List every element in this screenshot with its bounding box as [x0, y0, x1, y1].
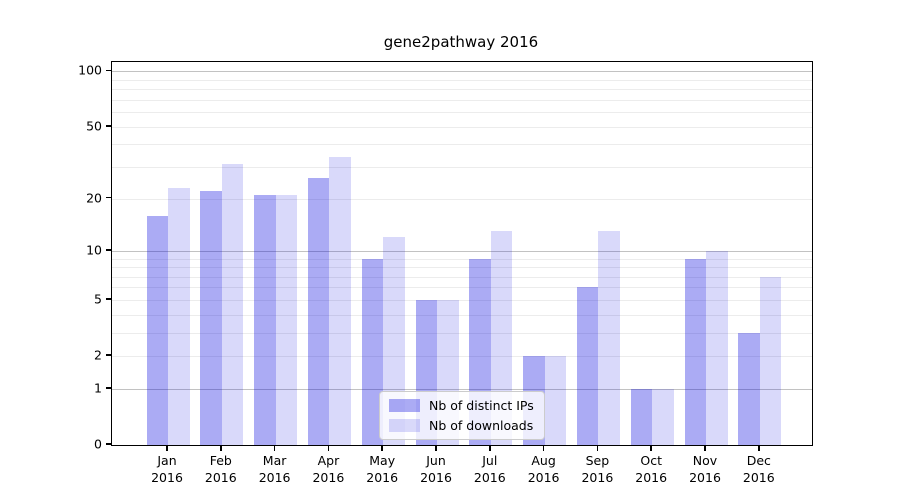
- minor-gridline: [112, 356, 812, 358]
- y-tick-mark: [106, 298, 111, 300]
- x-tick-mark: [381, 446, 383, 451]
- x-tick-mark: [435, 446, 437, 451]
- legend-label-downloads: Nb of downloads: [429, 418, 534, 433]
- bar-distinct-ips-dec: [738, 332, 760, 445]
- minor-gridline: [112, 332, 812, 334]
- x-tick-label: Aug 2016: [527, 453, 560, 485]
- bar-downloads-sep: [598, 231, 620, 445]
- y-tick-label: 100: [78, 62, 102, 78]
- x-tick-mark: [220, 446, 222, 451]
- minor-gridline: [112, 89, 812, 91]
- minor-gridline: [112, 99, 812, 101]
- x-tick-mark: [542, 446, 545, 451]
- x-tick-label: Jan 2016: [151, 453, 183, 485]
- legend-item-downloads: Nb of downloads: [389, 418, 534, 433]
- y-tick-mark: [106, 443, 111, 445]
- bar-downloads-oct: [652, 388, 674, 445]
- x-tick-label: May 2016: [366, 453, 399, 485]
- y-tick-label: 20: [86, 190, 102, 206]
- minor-gridline: [112, 167, 812, 168]
- minor-gridline: [112, 144, 812, 146]
- bar-distinct-ips-oct: [630, 388, 653, 445]
- bar-distinct-ips-mar: [254, 194, 276, 445]
- bar-downloads-mar: [275, 194, 298, 445]
- chart-title: gene2pathway 2016: [383, 33, 539, 51]
- minor-gridline: [112, 314, 812, 316]
- minor-gridline: [112, 112, 812, 114]
- bar-downloads-jan: [168, 187, 190, 445]
- legend: Nb of distinct IPs Nb of downloads: [379, 391, 545, 440]
- minor-gridline: [112, 287, 812, 289]
- x-tick-mark: [704, 446, 706, 451]
- plot-area: Nb of distinct IPs Nb of downloads: [111, 61, 813, 446]
- bar-distinct-ips-apr: [307, 178, 330, 445]
- bar-distinct-ips-feb: [200, 191, 222, 445]
- x-tick-mark: [273, 446, 276, 451]
- y-tick-label: 1: [94, 380, 102, 396]
- legend-swatch-distinct-ips: [389, 399, 420, 412]
- x-tick-label: Jul 2016: [473, 453, 506, 485]
- bar-distinct-ips-nov: [684, 258, 706, 445]
- legend-swatch-downloads: [389, 419, 420, 432]
- bar-downloads-dec: [759, 276, 782, 445]
- minor-gridline: [112, 258, 812, 260]
- x-tick-label: Sep 2016: [581, 453, 614, 485]
- y-tick-mark: [106, 124, 111, 127]
- minor-gridline: [112, 198, 812, 200]
- bar-downloads-apr: [329, 157, 351, 445]
- major-gridline: [112, 250, 812, 252]
- y-tick-label: 10: [86, 242, 102, 258]
- x-tick-mark: [489, 446, 491, 451]
- bar-downloads-feb: [221, 164, 244, 445]
- bar-distinct-ips-sep: [576, 287, 599, 445]
- y-tick-mark: [106, 249, 111, 251]
- x-tick-label: Nov 2016: [689, 453, 721, 485]
- major-gridline: [112, 71, 812, 73]
- x-tick-mark: [166, 446, 168, 451]
- minor-gridline: [112, 267, 812, 269]
- x-tick-label: Oct 2016: [635, 453, 668, 485]
- x-tick-mark: [758, 446, 760, 451]
- minor-gridline: [112, 299, 812, 301]
- x-tick-label: Dec 2016: [742, 453, 775, 485]
- y-tick-mark: [106, 387, 111, 389]
- bar-distinct-ips-jan: [146, 215, 168, 445]
- minor-gridline: [112, 79, 812, 81]
- y-tick-mark: [106, 69, 111, 72]
- y-tick-mark: [106, 196, 111, 199]
- x-tick-label: Apr 2016: [312, 453, 345, 485]
- x-tick-mark: [596, 446, 599, 451]
- minor-gridline: [112, 126, 812, 128]
- bar-downloads-aug: [544, 356, 567, 445]
- minor-gridline: [112, 276, 812, 278]
- y-tick-label: 50: [86, 118, 102, 134]
- y-tick-label: 0: [94, 436, 102, 452]
- x-tick-mark: [650, 446, 652, 451]
- y-tick-label: 5: [94, 291, 102, 307]
- legend-label-distinct-ips: Nb of distinct IPs: [429, 398, 534, 413]
- legend-item-distinct-ips: Nb of distinct IPs: [389, 398, 534, 413]
- y-tick-label: 2: [94, 347, 102, 363]
- x-tick-mark: [327, 446, 330, 451]
- x-tick-label: Jun 2016: [420, 453, 452, 485]
- major-gridline: [112, 388, 812, 390]
- bar-downloads-nov: [706, 250, 728, 445]
- x-tick-label: Mar 2016: [258, 453, 291, 485]
- bar-distinct-ips-may: [361, 258, 384, 445]
- x-tick-label: Feb 2016: [204, 453, 237, 485]
- y-tick-mark: [106, 354, 111, 356]
